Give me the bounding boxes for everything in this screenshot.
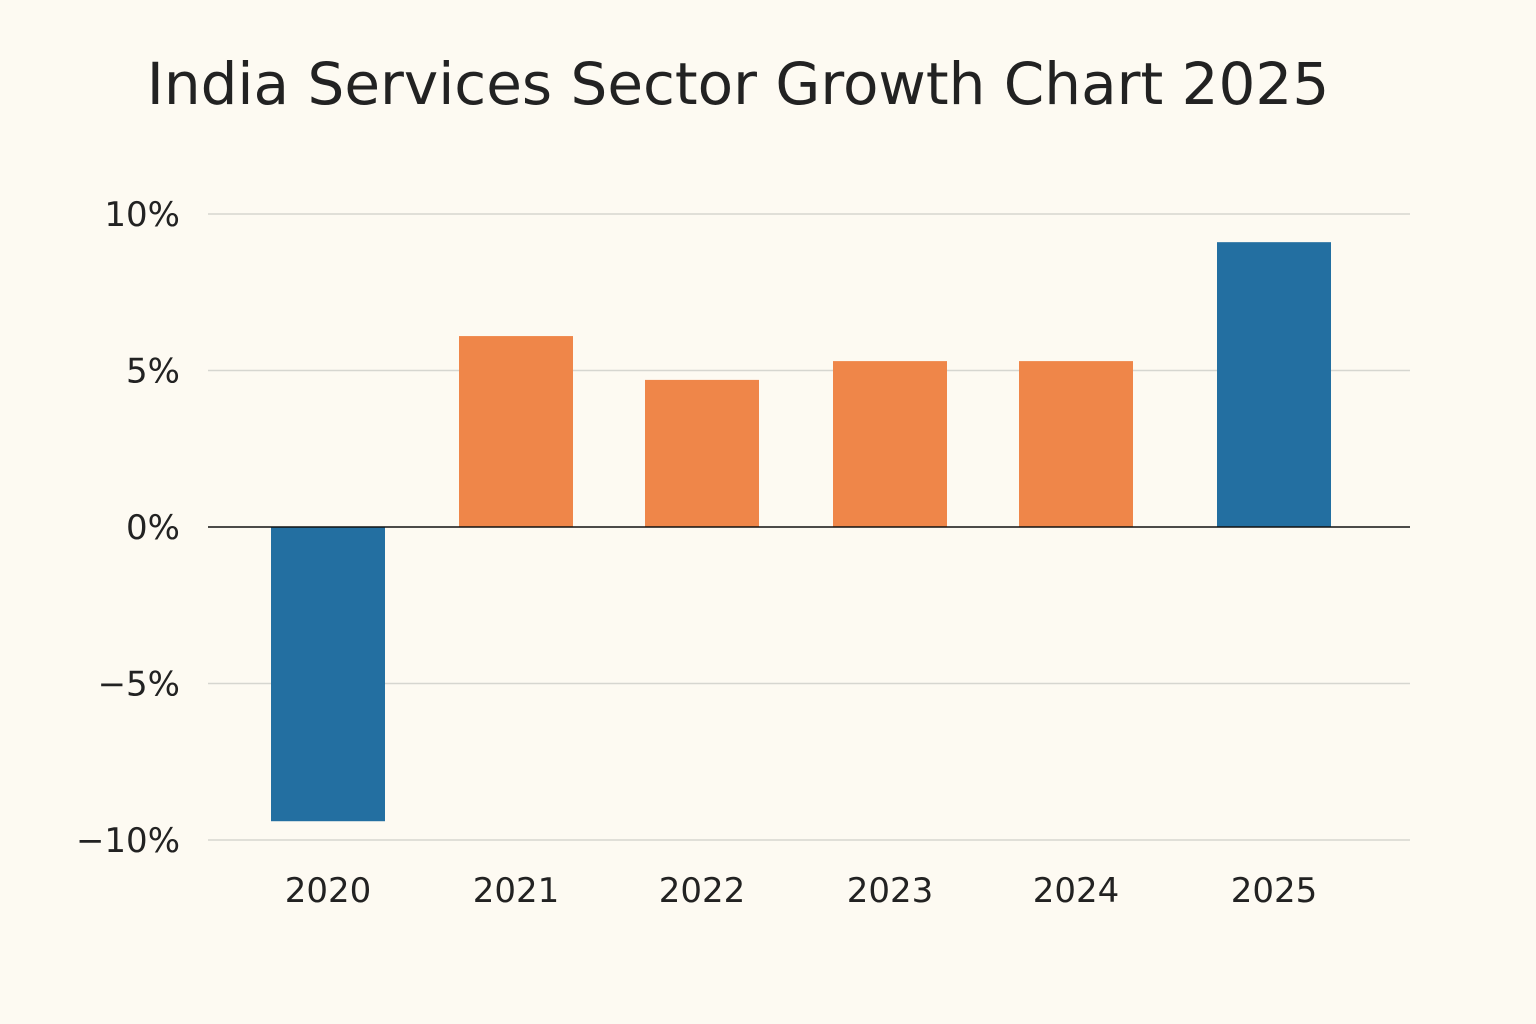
x-tick-label: 2023 bbox=[847, 871, 934, 911]
y-tick-label: 10% bbox=[104, 195, 180, 235]
y-tick-label: −5% bbox=[98, 665, 180, 705]
x-tick-label: 2020 bbox=[285, 871, 372, 911]
x-tick-label: 2025 bbox=[1231, 871, 1318, 911]
x-tick-label: 2021 bbox=[473, 871, 560, 911]
bar-2020 bbox=[271, 527, 385, 822]
bar-2025 bbox=[1217, 242, 1331, 528]
bar-2022 bbox=[645, 379, 759, 527]
bar-2021 bbox=[459, 336, 573, 527]
bar-2023 bbox=[833, 361, 947, 527]
y-tick-label: 0% bbox=[126, 508, 180, 548]
chart-title: India Services Sector Growth Chart 2025 bbox=[146, 50, 1330, 118]
x-tick-label: 2024 bbox=[1033, 871, 1120, 911]
y-tick-label: 5% bbox=[126, 352, 180, 392]
y-tick-label: −10% bbox=[76, 821, 180, 861]
bar-2024 bbox=[1019, 361, 1133, 527]
x-tick-label: 2022 bbox=[659, 871, 746, 911]
